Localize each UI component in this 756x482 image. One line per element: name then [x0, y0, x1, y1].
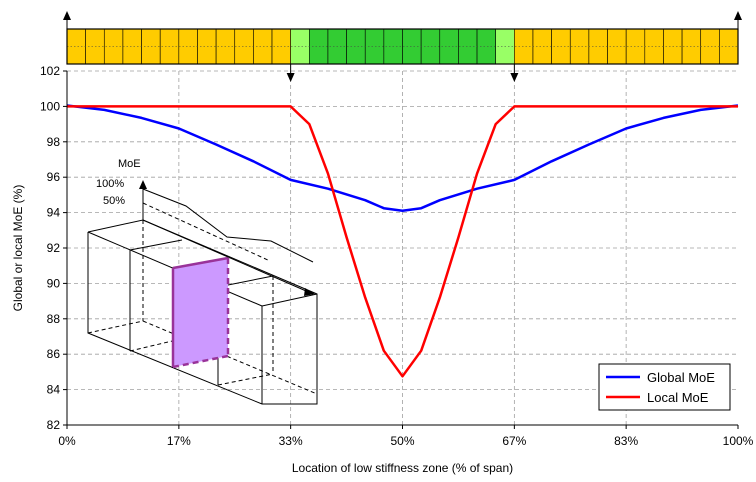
inset-level-100-label: 100% — [96, 178, 124, 190]
strip-border — [66, 28, 739, 65]
series-line-global-moe — [66, 104, 739, 213]
stiffness-zone-strip — [63, 11, 742, 82]
axes — [63, 70, 739, 429]
strip-segment — [178, 28, 198, 65]
inset-moe-label: MoE — [118, 158, 141, 170]
series-line-local-moe — [67, 105, 738, 378]
inset-level-50-label: 50% — [103, 195, 125, 207]
y-tick-label: 98 — [47, 135, 61, 149]
legend-box — [598, 363, 731, 411]
beam-inset-diagram: MoE 100% 50% — [87, 158, 318, 405]
strip-segment — [420, 28, 441, 65]
y-tick-label: 102 — [40, 64, 60, 78]
x-tick-label: 0% — [58, 434, 76, 448]
y-tick-label: 96 — [47, 170, 61, 184]
x-tick-label: 83% — [614, 434, 638, 448]
support-arrow-head — [63, 11, 71, 20]
support-arrow-head — [734, 11, 742, 20]
moe-50-reference — [142, 202, 271, 262]
strip-segment — [290, 28, 310, 65]
x-tick-label: 33% — [279, 434, 303, 448]
tick-labels: 82 84 86 88 90 92 94 96 98 100 102 0% 17% 33% 50% 67% 83… — [40, 64, 754, 448]
y-tick-label: 82 — [47, 418, 61, 432]
legend: Global MoE Local MoE — [598, 363, 731, 411]
beam-hidden-edge — [217, 373, 274, 386]
strip-segment — [532, 28, 552, 65]
legend-label-global-moe: Global MoE — [647, 370, 715, 385]
y-tick-label: 84 — [47, 383, 61, 397]
strip-segment — [234, 28, 254, 65]
strip-segment — [700, 28, 720, 65]
load-arrow-head — [286, 73, 295, 82]
y-axis-label: Global or local MoE (%) — [11, 185, 25, 312]
x-axis-label: Location of low stiffness zone (% of spa… — [292, 461, 513, 475]
low-stiffness-zone — [173, 258, 228, 367]
y-tick-label: 88 — [47, 312, 61, 326]
zone-edge — [172, 256, 229, 270]
strip-segment — [588, 28, 608, 65]
y-tick-label: 94 — [47, 206, 61, 220]
y-tick-label: 90 — [47, 276, 61, 290]
strip-segment — [66, 28, 86, 65]
beam-end-top-edge — [261, 293, 318, 307]
y-tick-label: 86 — [47, 347, 61, 361]
strip-segment — [122, 28, 142, 65]
strip-segment — [476, 28, 496, 65]
x-tick-label: 17% — [167, 434, 191, 448]
x-tick-label: 50% — [390, 434, 414, 448]
beam-hidden-edge — [129, 337, 186, 352]
span-axis — [142, 219, 314, 295]
series-lines — [66, 104, 739, 378]
legend-label-local-moe: Local MoE — [647, 390, 709, 405]
span-axis-arrowhead — [304, 288, 315, 296]
beam-division-1-top — [129, 239, 183, 251]
load-arrow-head — [510, 73, 519, 82]
moe-profile-line — [142, 188, 314, 263]
x-tick-label: 67% — [502, 434, 526, 448]
moe-axis-arrowhead — [139, 180, 147, 189]
y-tick-label: 92 — [47, 241, 61, 255]
x-tick-label: 100% — [723, 434, 754, 448]
strip-segment — [644, 28, 664, 65]
y-tick-label: 100 — [40, 99, 60, 113]
beam-hidden-edge — [87, 320, 144, 334]
